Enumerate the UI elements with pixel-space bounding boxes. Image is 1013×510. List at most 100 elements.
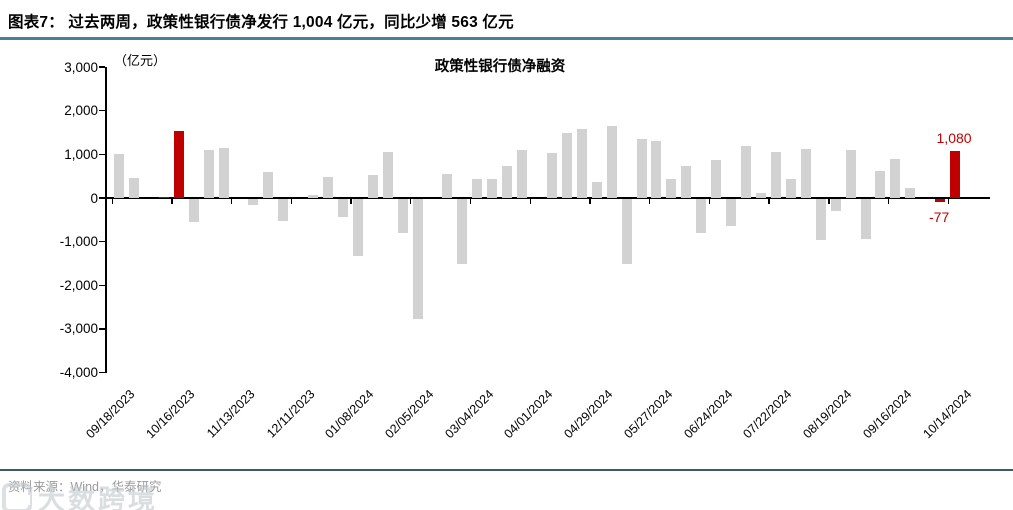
watermark: 大数跨境 <box>2 478 158 510</box>
x-tick-label: 10/16/2023 <box>143 387 198 442</box>
bar <box>905 187 916 198</box>
x-axis-tick <box>887 199 890 204</box>
chart-title: 政策性银行债净融资 <box>434 59 566 75</box>
bar <box>128 178 139 198</box>
watermark-logo-icon <box>2 482 32 510</box>
y-tick-label: 3,000 <box>64 59 98 75</box>
bar <box>517 149 528 198</box>
bar <box>636 138 647 198</box>
bar <box>337 199 348 217</box>
bar <box>666 178 677 198</box>
bar <box>248 199 259 206</box>
x-tick-label: 09/16/2024 <box>860 387 915 442</box>
x-axis-line <box>105 197 990 200</box>
bar-chart: （亿元） 政策性银行债净融资 3,000 2,000 1,000 0 -1,000 -2,… <box>59 53 990 442</box>
bar <box>546 153 557 198</box>
y-axis-tick <box>99 284 105 286</box>
x-tick-label: 03/04/2024 <box>442 387 497 442</box>
x-tick-label: 04/29/2024 <box>561 387 616 442</box>
x-tick-label: 07/22/2024 <box>740 387 795 442</box>
bar <box>367 175 378 198</box>
x-tick-label: 11/13/2023 <box>203 387 258 441</box>
y-axis-tick <box>99 110 105 112</box>
bar <box>785 178 796 198</box>
bar <box>845 149 856 198</box>
bar <box>203 149 214 198</box>
bar <box>457 199 468 265</box>
bar <box>860 199 871 239</box>
x-axis-tick <box>111 199 113 204</box>
bar <box>263 172 274 198</box>
y-tick-label: -4,000 <box>59 365 98 381</box>
bar <box>681 165 692 198</box>
y-axis-tick <box>99 328 105 330</box>
bar <box>442 173 453 198</box>
bar <box>412 199 423 320</box>
bar <box>382 151 393 198</box>
bar-highlighted <box>935 199 946 203</box>
bar <box>651 140 662 198</box>
y-axis-tick <box>99 66 105 68</box>
bar <box>278 199 289 222</box>
bar-value-annotation: -77 <box>929 209 950 226</box>
bar-value-annotation: 1,080 <box>936 129 972 146</box>
x-axis-tick <box>648 199 651 204</box>
x-axis-tick <box>290 199 293 204</box>
figure-title: 图表7： 过去两周，政策性银行债净发行 1,004 亿元，同比少增 563 亿元 <box>8 14 514 31</box>
bar <box>800 148 811 198</box>
x-tick-label: 01/08/2024 <box>322 387 377 442</box>
bar <box>323 177 334 198</box>
bar <box>188 199 199 223</box>
watermark-text: 大数跨境 <box>38 485 158 510</box>
bar <box>770 151 781 198</box>
x-axis-tick <box>947 199 949 204</box>
x-tick-label: 10/14/2024 <box>919 387 974 442</box>
y-axis-unit-label: （亿元） <box>114 53 167 68</box>
x-tick-label: 12/11/2023 <box>263 387 318 441</box>
bar <box>472 179 483 198</box>
x-tick-label: 04/01/2024 <box>501 387 556 442</box>
y-axis-tick <box>99 371 105 374</box>
x-tick-label: 05/27/2024 <box>621 387 676 442</box>
y-tick-label: 1,000 <box>64 146 98 162</box>
x-tick-label: 02/05/2024 <box>382 387 437 442</box>
bar <box>890 159 901 198</box>
bar <box>397 199 408 234</box>
bar <box>502 165 513 198</box>
x-axis-tick <box>828 199 830 204</box>
x-axis-tick <box>589 199 591 204</box>
bar <box>352 199 363 256</box>
bar <box>755 193 766 198</box>
bar <box>621 199 632 265</box>
bar-highlighted <box>158 197 169 198</box>
bar <box>726 199 737 226</box>
bar <box>830 199 841 211</box>
bar <box>487 179 498 198</box>
x-axis-tick <box>469 199 472 204</box>
title-underline <box>0 37 1013 40</box>
bar <box>308 194 319 198</box>
x-tick-label: 08/19/2024 <box>800 387 855 442</box>
x-axis-tick <box>768 199 770 204</box>
bar-highlighted <box>173 130 184 198</box>
bar <box>218 148 229 198</box>
bar <box>875 170 886 198</box>
bar <box>114 154 124 198</box>
bar <box>741 146 752 198</box>
x-axis-tick <box>708 199 711 204</box>
y-tick-label: -3,000 <box>59 321 98 337</box>
source-note: 资料来源：Wind，华泰研究 <box>8 480 162 494</box>
x-axis-tick <box>529 199 531 204</box>
x-tick-label: 09/18/2023 <box>83 387 138 442</box>
bar <box>576 129 587 198</box>
bar-highlighted <box>950 150 961 198</box>
x-axis-tick <box>350 199 352 204</box>
y-axis-tick <box>99 197 105 199</box>
footer-divider <box>0 469 1013 472</box>
y-axis-line <box>105 67 107 373</box>
y-tick-label: -2,000 <box>59 277 98 293</box>
bar <box>711 159 722 198</box>
bar <box>561 132 572 198</box>
x-tick-label: 06/24/2024 <box>680 387 736 442</box>
